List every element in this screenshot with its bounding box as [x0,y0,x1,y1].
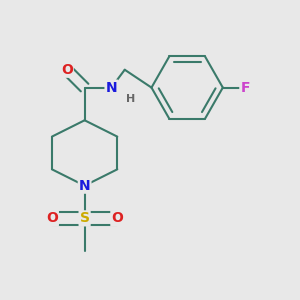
Text: F: F [240,81,250,94]
Text: N: N [79,179,90,193]
Text: O: O [46,212,58,225]
Text: O: O [61,63,73,77]
Text: S: S [80,212,90,225]
Text: O: O [111,212,123,225]
Text: N: N [106,81,117,94]
Text: H: H [126,94,135,104]
